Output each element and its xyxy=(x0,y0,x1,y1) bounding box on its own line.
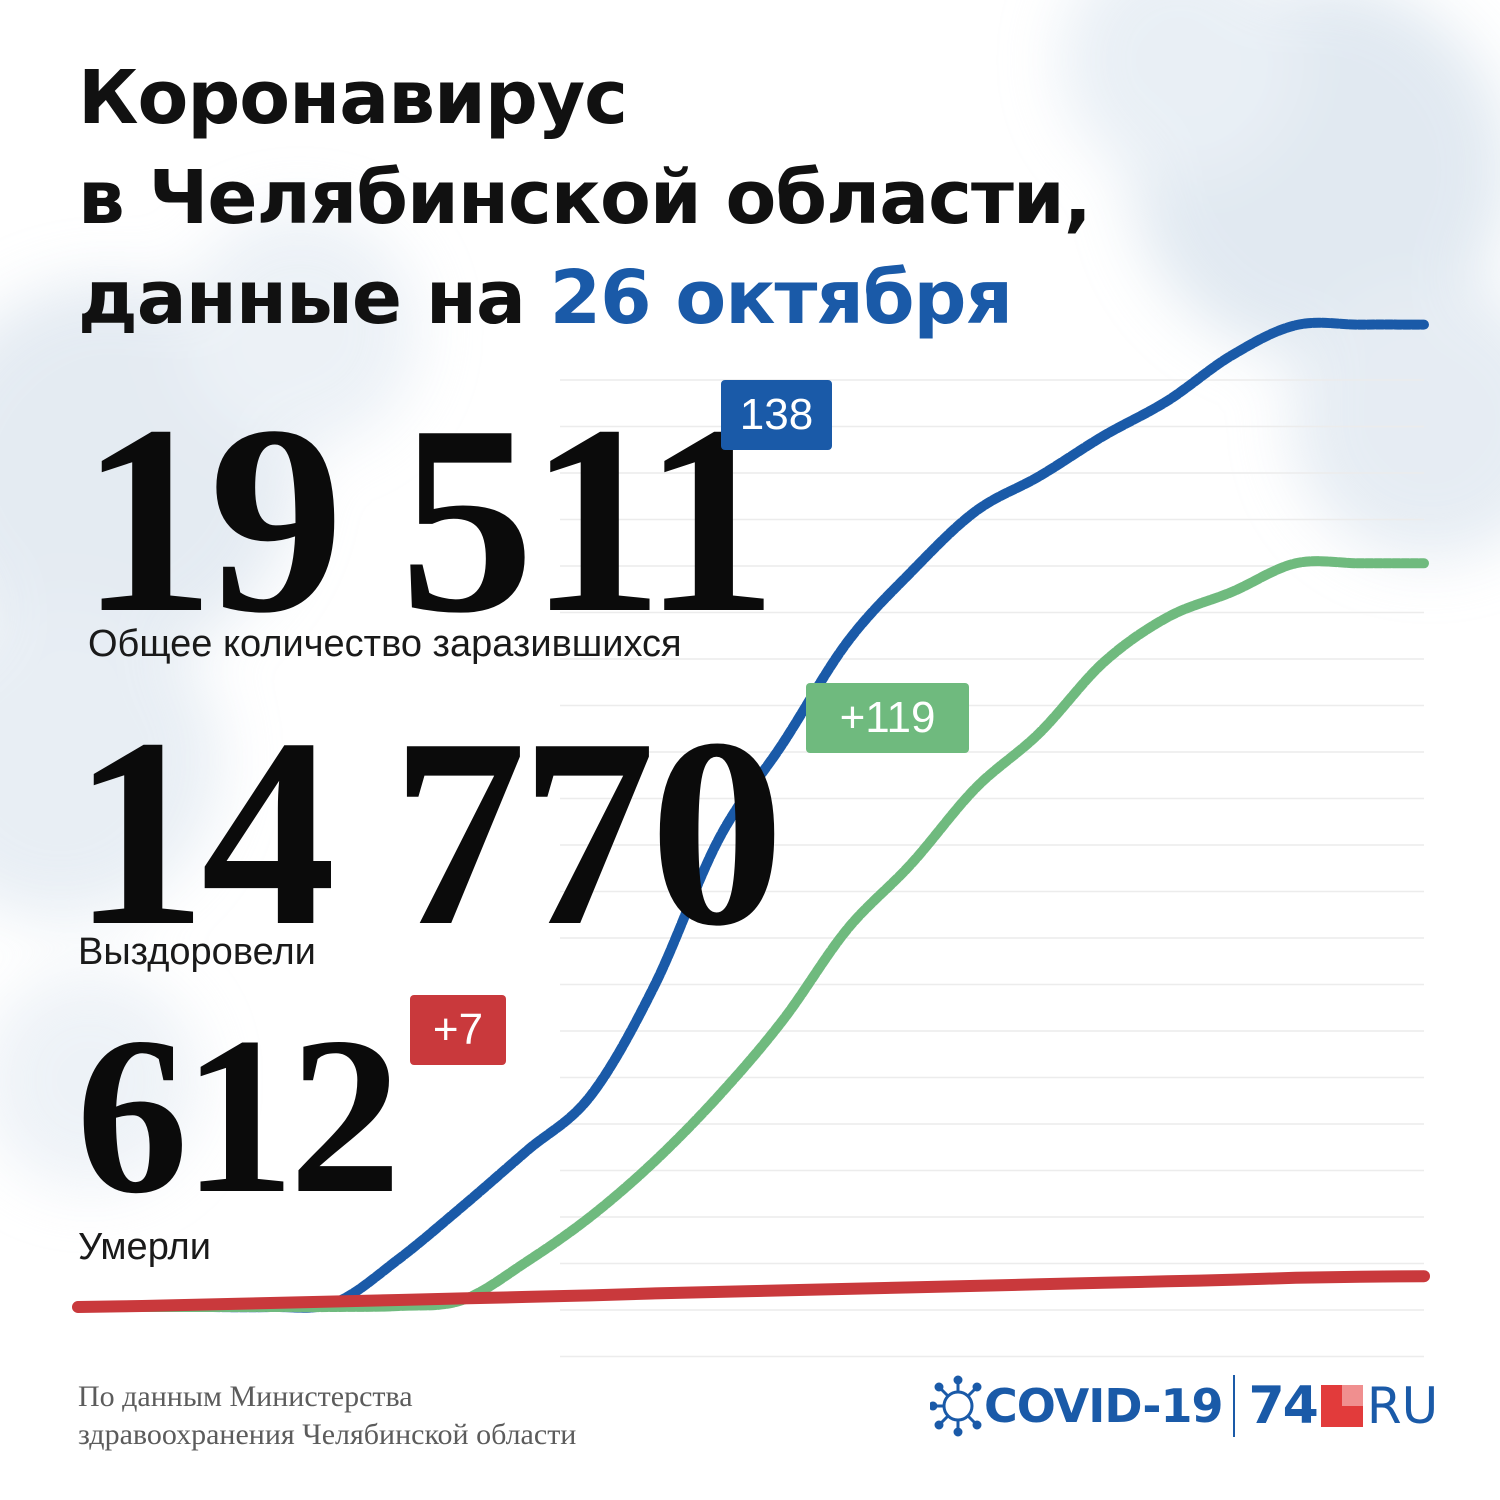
infected-total-value: 19 511 xyxy=(80,370,778,669)
recovered-caption: Выздоровели xyxy=(78,931,316,973)
virus-icon xyxy=(930,1375,982,1437)
infected-delta-badge: 138 xyxy=(721,380,832,450)
recovered-total-value: 14 770 xyxy=(72,683,784,982)
source-note: По данным Министерства здравоохранения Ч… xyxy=(78,1378,576,1454)
logo-74-text: 74 xyxy=(1248,1376,1319,1436)
title-line-1: Коронавирус xyxy=(78,55,628,141)
source-line-1: По данным Министерства xyxy=(78,1380,413,1413)
logo-covid-text: COVID-19 xyxy=(984,1379,1223,1433)
chart-grid xyxy=(560,379,1424,1358)
page-title: Коронавирус в Челябинской области, данны… xyxy=(78,48,1092,348)
title-line-3-prefix: данные на xyxy=(78,255,550,341)
recovered-delta-badge: +119 xyxy=(806,683,969,753)
logo-ru-text: RU xyxy=(1366,1377,1439,1435)
deaths-delta-badge: +7 xyxy=(410,995,506,1065)
chart-series xyxy=(72,317,1430,1313)
title-line-2: в Челябинской области, xyxy=(78,155,1092,241)
deaths-total-value: 612 xyxy=(76,990,401,1240)
deaths-caption: Умерли xyxy=(78,1226,211,1268)
logo-divider xyxy=(1232,1375,1235,1437)
source-line-2: здравоохранения Челябинской области xyxy=(78,1418,577,1451)
title-date: 26 октября xyxy=(549,255,1013,341)
infected-caption: Общее количество заразившихся xyxy=(88,623,682,665)
brand-logo: COVID-19 74 RU xyxy=(930,1370,1450,1442)
red-square-icon xyxy=(1320,1385,1363,1427)
series-line-2 xyxy=(72,1270,1430,1313)
